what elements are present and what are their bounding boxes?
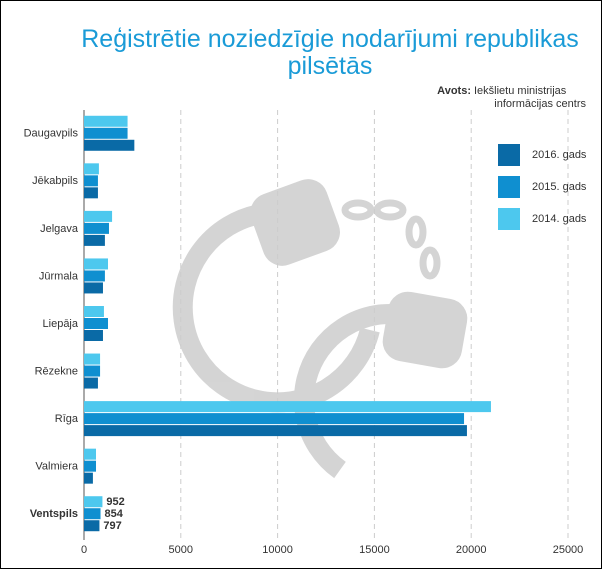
bar: [84, 425, 467, 437]
y-tick-label: Jēkabpils: [32, 175, 78, 187]
bar: [84, 115, 128, 127]
x-tick-label: 20000: [456, 544, 487, 556]
bar: [84, 520, 100, 532]
y-tick-label: Rīga: [55, 413, 79, 425]
y-tick-label: Rēzekne: [35, 365, 78, 377]
bar: [84, 258, 109, 270]
bar: [84, 306, 104, 317]
bar: [84, 448, 97, 460]
x-tick-label: 25000: [553, 544, 584, 556]
bar: [84, 127, 128, 139]
legend-swatch: [498, 176, 520, 198]
bar: [84, 330, 103, 341]
y-tick-label: Daugavpils: [24, 128, 79, 140]
bar: [84, 401, 491, 413]
bar: [84, 508, 101, 520]
bar: [84, 163, 99, 175]
source-label: Avots:: [437, 85, 471, 97]
legend-swatch: [498, 208, 520, 230]
legend-swatch: [498, 144, 520, 166]
bar: [84, 377, 98, 389]
plot: 0 5000 10000 15000 20000 25000 Daugavpils Jēkab…: [24, 110, 584, 556]
y-tick-label: Jelgava: [40, 223, 79, 235]
x-tick-label: 0: [81, 544, 87, 556]
bar: [84, 187, 98, 199]
legend-label: 2016. gads: [532, 149, 587, 161]
x-tick-label: 15000: [359, 544, 390, 556]
x-tick-label: 10000: [262, 544, 293, 556]
data-label: 854: [105, 508, 124, 520]
bar: [84, 139, 135, 151]
legend-label: 2015. gads: [532, 181, 587, 193]
bar: [84, 222, 109, 234]
y-tick-label: Ventspils: [30, 508, 78, 520]
bar: [84, 234, 105, 246]
bar: [84, 270, 105, 282]
bar: [84, 353, 101, 365]
bar: [84, 496, 103, 508]
bar: [84, 175, 98, 187]
chart-title: Reģistrētie noziedzīgie nodarījumi repub…: [81, 25, 579, 80]
legend-label: 2014. gads: [532, 213, 587, 225]
bar: [84, 365, 101, 377]
y-tick-label: Valmiera: [35, 461, 78, 473]
source: informācijas centrs: [494, 98, 586, 110]
bar: [84, 460, 97, 472]
source: Iekšlietu ministrijas: [474, 85, 567, 97]
y-tick-label: Liepāja: [43, 318, 79, 330]
bar: [84, 282, 103, 294]
bar: [84, 413, 465, 425]
data-label: 952: [106, 496, 124, 508]
y-tick-label: Jūrmala: [39, 270, 79, 282]
x-tick-label: 5000: [169, 544, 193, 556]
bar: [84, 210, 113, 222]
data-label: 797: [103, 520, 121, 532]
bar: [84, 472, 93, 484]
bar: [84, 318, 109, 329]
